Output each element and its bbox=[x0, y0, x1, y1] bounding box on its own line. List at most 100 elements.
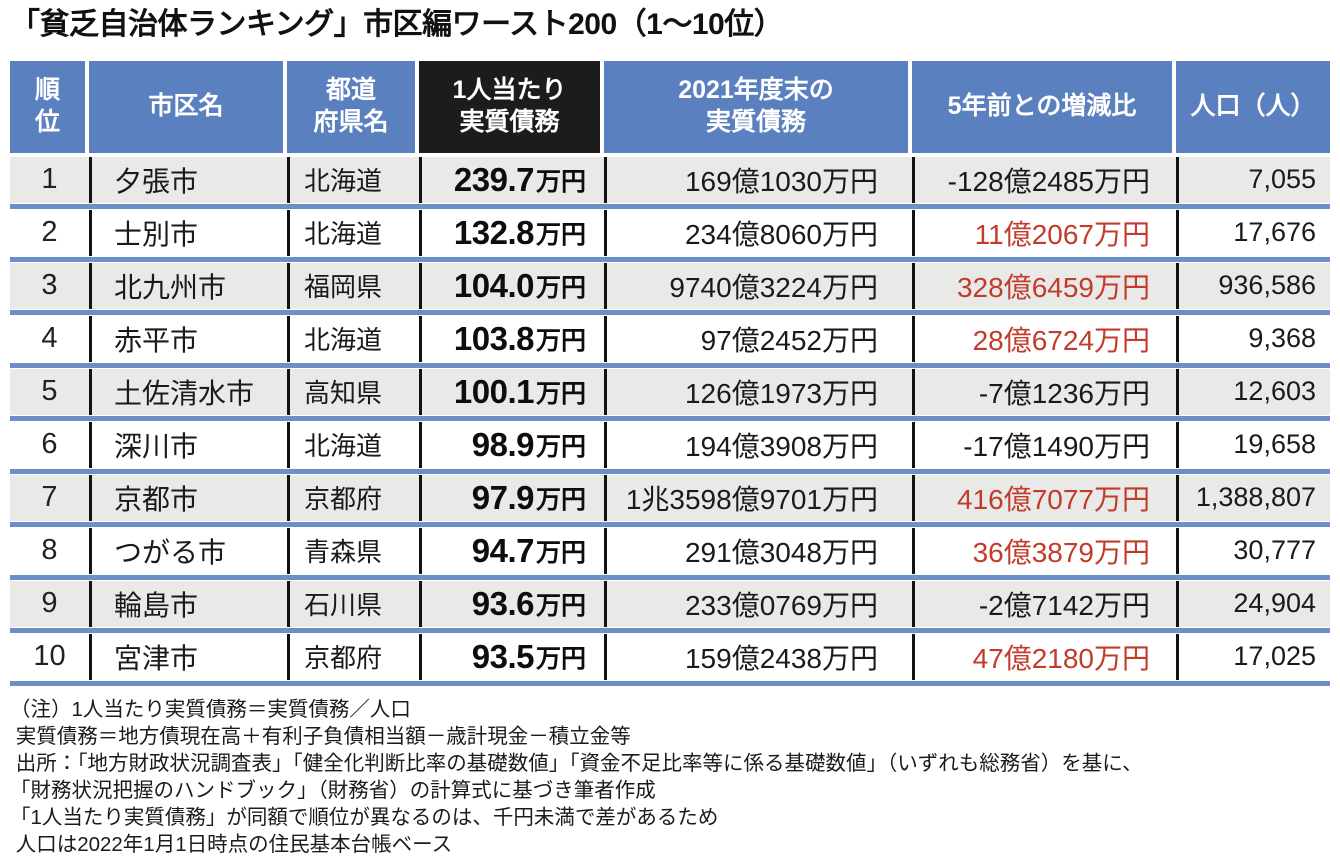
city-name-cell: 北九州市 bbox=[89, 262, 287, 309]
population-cell: 7,055 bbox=[1176, 156, 1330, 203]
per-capita-debt-cell: 100.1 万円 bbox=[419, 368, 604, 415]
per-capita-value: 93.6 bbox=[471, 584, 535, 622]
footnote-line: 実質債務＝地方債現在高＋有利子負債相当額－歳計現金－積立金等 bbox=[10, 724, 631, 748]
rank-cell: 3 bbox=[41, 269, 58, 301]
table-row: 1 夕張市 北海道 239.7 万円 169億1030万円 -128億2485万円 7,055 bbox=[10, 156, 1330, 203]
change-vs-5yr-cell: 47億2180万円 bbox=[912, 633, 1176, 680]
table-row: 4 赤平市 北海道 103.8 万円 97億2452万円 28億6724万円 9,368 bbox=[10, 315, 1330, 362]
column-header-city: 市区名 bbox=[89, 60, 283, 153]
population-cell: 30,777 bbox=[1176, 527, 1330, 574]
change-vs-5yr-cell: 416億7077万円 bbox=[912, 474, 1176, 521]
row-separator bbox=[10, 627, 1330, 633]
table-row: 10 宮津市 京都府 93.5 万円 159億2438万円 47億2180万円 17,025 bbox=[10, 633, 1330, 680]
per-capita-value: 132.8 bbox=[453, 213, 535, 251]
debt-2021-cell: 194億3908万円 bbox=[604, 421, 912, 468]
debt-2021-cell: 9740億3224万円 bbox=[604, 262, 912, 309]
per-capita-value: 104.0 bbox=[453, 266, 535, 304]
prefecture-cell: 北海道 bbox=[287, 209, 419, 256]
per-capita-value: 93.5 bbox=[471, 637, 535, 675]
debt-2021-cell: 97億2452万円 bbox=[604, 315, 912, 362]
per-capita-debt-cell: 104.0 万円 bbox=[419, 262, 604, 309]
page-title: 「貧乏自治体ランキング」市区編ワースト200（1～10位） bbox=[10, 8, 784, 41]
debt-2021-cell: 291億3048万円 bbox=[604, 527, 912, 574]
population-cell: 19,658 bbox=[1176, 421, 1330, 468]
rank-cell: 10 bbox=[33, 640, 66, 672]
debt-2021-cell: 233億0769万円 bbox=[604, 580, 912, 627]
city-name-cell: 京都市 bbox=[89, 474, 287, 521]
change-vs-5yr-cell: 328億6459万円 bbox=[912, 262, 1176, 309]
footnote-line: 「1人当たり実質債務」が同額で順位が異なるのは、千円未満で差があるため bbox=[10, 805, 719, 829]
per-capita-unit: 万円 bbox=[535, 273, 586, 302]
per-capita-unit: 万円 bbox=[535, 167, 586, 196]
per-capita-debt-cell: 93.6 万円 bbox=[419, 580, 604, 627]
footnote-line: 出所：「地方財政状況調査表」「健全化判断比率の基礎数値」「資金不足比率等に係る基… bbox=[10, 751, 1143, 775]
change-vs-5yr-cell: 11億2067万円 bbox=[912, 209, 1176, 256]
city-name-cell: 輪島市 bbox=[89, 580, 287, 627]
footnote-line: （注）1人当たり実質債務＝実質債務／人口 bbox=[10, 697, 411, 721]
rank-cell: 6 bbox=[41, 428, 58, 460]
rank-cell: 7 bbox=[41, 481, 58, 513]
per-capita-unit: 万円 bbox=[535, 591, 586, 620]
debt-2021-cell: 1兆3598億9701万円 bbox=[604, 474, 912, 521]
table-row: 9 輪島市 石川県 93.6 万円 233億0769万円 -2億7142万円 24,904 bbox=[10, 580, 1330, 627]
city-name-cell: つがる市 bbox=[89, 527, 287, 574]
population-cell: 1,388,807 bbox=[1176, 474, 1330, 521]
prefecture-cell: 北海道 bbox=[287, 156, 419, 203]
population-cell: 936,586 bbox=[1176, 262, 1330, 309]
prefecture-cell: 京都府 bbox=[287, 474, 419, 521]
column-header-rank: 順 位 bbox=[10, 60, 85, 153]
per-capita-value: 98.9 bbox=[471, 425, 535, 463]
per-capita-debt-cell: 239.7 万円 bbox=[419, 156, 604, 203]
column-header-change: 5年前との増減比 bbox=[912, 60, 1172, 153]
table-row: 7 京都市 京都府 97.9 万円 1兆3598億9701万円 416億7077万円 1,38… bbox=[10, 474, 1330, 521]
per-capita-debt-cell: 98.9 万円 bbox=[419, 421, 604, 468]
footnote-line: 人口は2022年1月1日時点の住民基本台帳ベース bbox=[10, 832, 453, 856]
per-capita-debt-cell: 103.8 万円 bbox=[419, 315, 604, 362]
prefecture-cell: 北海道 bbox=[287, 421, 419, 468]
rank-cell: 5 bbox=[41, 375, 58, 407]
ranking-table: 順 位市区名 都道 府県名 1人当たり 実質債務 2021年度末の 実質債務 5年前との… bbox=[10, 60, 1330, 686]
population-cell: 9,368 bbox=[1176, 315, 1330, 362]
per-capita-unit: 万円 bbox=[535, 432, 586, 461]
rank-cell: 2 bbox=[41, 216, 58, 248]
per-capita-value: 97.9 bbox=[471, 478, 535, 516]
population-cell: 17,025 bbox=[1176, 633, 1330, 680]
change-vs-5yr-cell: -2億7142万円 bbox=[912, 580, 1176, 627]
per-capita-unit: 万円 bbox=[535, 485, 586, 514]
column-header-pref: 都道 府県名 bbox=[287, 60, 415, 153]
change-vs-5yr-cell: -128億2485万円 bbox=[912, 156, 1176, 203]
table-row: 5 土佐清水市 高知県 100.1 万円 126億1973万円 -7億1236万円 12,60… bbox=[10, 368, 1330, 415]
row-separator bbox=[10, 574, 1330, 580]
per-capita-debt-cell: 94.7 万円 bbox=[419, 527, 604, 574]
population-cell: 12,603 bbox=[1176, 368, 1330, 415]
per-capita-value: 94.7 bbox=[471, 531, 535, 569]
per-capita-debt-cell: 132.8 万円 bbox=[419, 209, 604, 256]
table-row: 8 つがる市 青森県 94.7 万円 291億3048万円 36億3879万円 30,777 bbox=[10, 527, 1330, 574]
row-separator bbox=[10, 256, 1330, 262]
prefecture-cell: 青森県 bbox=[287, 527, 419, 574]
population-cell: 17,676 bbox=[1176, 209, 1330, 256]
table-row: 6 深川市 北海道 98.9 万円 194億3908万円 -17億1490万円 19,658 bbox=[10, 421, 1330, 468]
row-separator bbox=[10, 468, 1330, 474]
debt-2021-cell: 169億1030万円 bbox=[604, 156, 912, 203]
rank-cell: 4 bbox=[41, 322, 58, 354]
footnotes: （注）1人当たり実質債務＝実質債務／人口 実質債務＝地方債現在高＋有利子負債相当… bbox=[10, 696, 1330, 858]
prefecture-cell: 京都府 bbox=[287, 633, 419, 680]
table-row: 2 士別市 北海道 132.8 万円 234億8060万円 11億2067万円 17,676 bbox=[10, 209, 1330, 256]
city-name-cell: 士別市 bbox=[89, 209, 287, 256]
column-header-per_capita: 1人当たり 実質債務 bbox=[419, 60, 600, 153]
table-header-row: 順 位市区名 都道 府県名 1人当たり 実質債務 2021年度末の 実質債務 5年前との… bbox=[10, 60, 1330, 153]
debt-2021-cell: 234億8060万円 bbox=[604, 209, 912, 256]
change-vs-5yr-cell: -17億1490万円 bbox=[912, 421, 1176, 468]
city-name-cell: 夕張市 bbox=[89, 156, 287, 203]
city-name-cell: 深川市 bbox=[89, 421, 287, 468]
column-header-population: 人口（人） bbox=[1176, 60, 1330, 153]
rank-cell: 1 bbox=[41, 163, 58, 195]
per-capita-debt-cell: 93.5 万円 bbox=[419, 633, 604, 680]
row-separator bbox=[10, 362, 1330, 368]
per-capita-unit: 万円 bbox=[535, 538, 586, 567]
per-capita-unit: 万円 bbox=[535, 220, 586, 249]
rank-cell: 8 bbox=[41, 534, 58, 566]
prefecture-cell: 北海道 bbox=[287, 315, 419, 362]
